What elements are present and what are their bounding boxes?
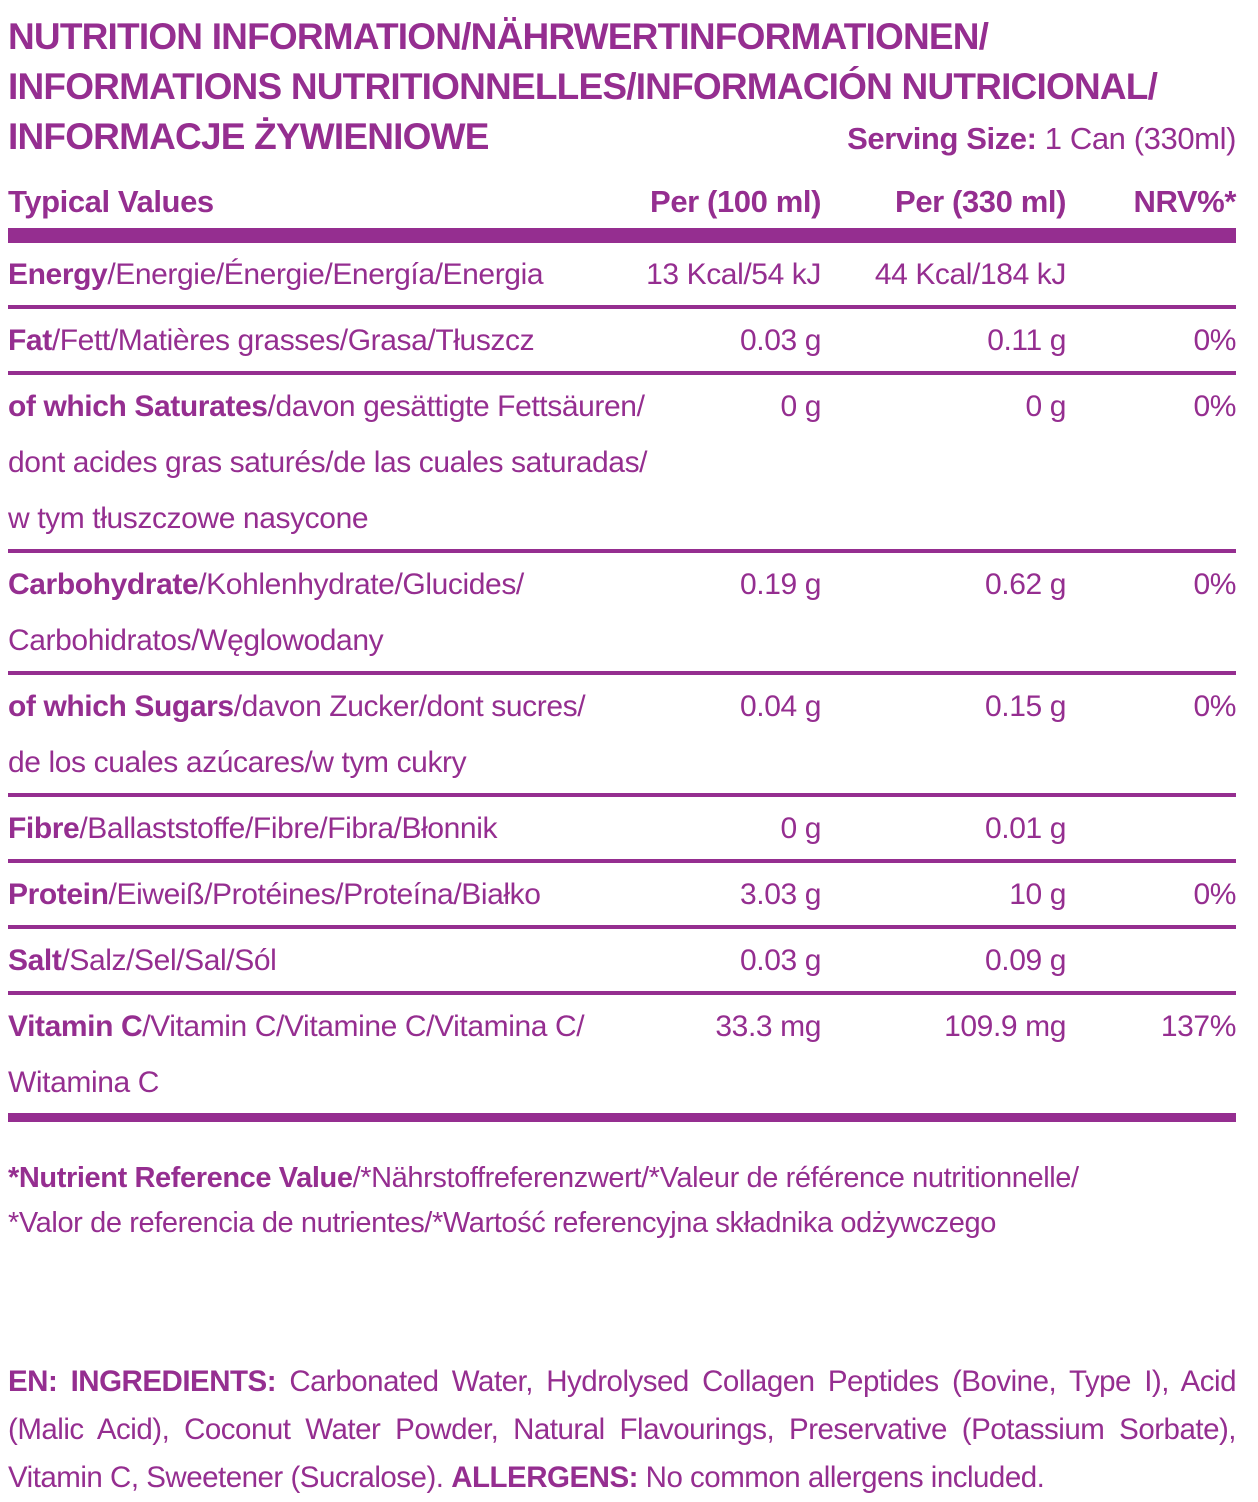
header-divider-bar (8, 228, 1236, 243)
row-label-line-2: dont acides gras saturés/de las cuales s… (8, 446, 648, 479)
cell-per-330ml: 109.9 mg (944, 1010, 1066, 1043)
column-header-per-100ml: Per (100 ml) (650, 184, 821, 219)
serving-size-value: 1 Can (330ml) (1036, 121, 1237, 156)
row-label: Fat/Fett/Matières grasses/Grasa/Tłuszcz (8, 313, 611, 369)
table-row-fibre: Fibre/Ballaststoffe/Fibre/Fibra/Błonnik … (8, 797, 1236, 863)
table-row-salt: Salt/Salz/Sel/Sal/Sól 0.03 g 0.09 g (8, 929, 1236, 995)
row-label-rest: /Ballaststoffe/Fibre/Fibra/Błonnik (79, 812, 498, 845)
nrv-footnote: *Nutrient Reference Value/*Nährstoffrefe… (8, 1156, 1236, 1246)
cell-per-330ml: 0.62 g (984, 568, 1066, 601)
page-title: NUTRITION INFORMATION/NÄHRWERTINFORMATIO… (8, 12, 1236, 164)
ingredients-label: EN: INGREDIENTS: (8, 1365, 277, 1398)
row-label-line-1: Vitamin C/Vitamin C/Vitamine C/Vitamina … (8, 999, 611, 1055)
cell-per-100ml: 33.3 mg (715, 1010, 821, 1043)
footnote-line-2: *Valor de referencia de nutrientes/*Wart… (8, 1207, 996, 1239)
row-label-rest: /Kohlenhydrate/Glucides/ (198, 568, 524, 601)
row-label-bold: Protein (8, 878, 109, 911)
table-row-energy: Energy/Energie/Énergie/Energía/Energia 1… (8, 243, 1236, 309)
cell-per-100ml: 0.03 g (739, 944, 821, 977)
row-label-bold: of which Sugars (8, 690, 234, 723)
row-label: Vitamin C/Vitamin C/Vitamine C/Vitamina … (8, 999, 611, 1111)
row-label-rest: /davon Zucker/dont sucres/ (233, 690, 586, 723)
footnote-bold: *Nutrient Reference Value (8, 1162, 353, 1194)
row-label-rest: /Salz/Sel/Sal/Sól (61, 944, 277, 977)
cell-per-330ml: 0.15 g (984, 690, 1066, 723)
row-label-line-2: Witamina C (8, 1066, 160, 1099)
cell-nrv: 0% (1193, 568, 1236, 601)
table-row-fat: Fat/Fett/Matières grasses/Grasa/Tłuszcz … (8, 309, 1236, 375)
row-label: of which Saturates/davon gesättigte Fett… (8, 379, 648, 547)
row-label-bold: of which Saturates (8, 390, 268, 423)
row-label-bold: Fat (8, 324, 52, 357)
table-row-sugars: of which Sugars/davon Zucker/dont sucres… (8, 675, 1236, 797)
row-label-bold: Carbohydrate (8, 568, 199, 601)
column-header-per-330ml: Per (330 ml) (895, 184, 1066, 219)
row-label-line-1: of which Saturates/davon gesättigte Fett… (8, 379, 645, 435)
row-label-line-3: w tym tłuszczowe nasycone (8, 502, 369, 535)
row-label: Carbohydrate/Kohlenhydrate/Glucides/ Car… (8, 557, 611, 669)
cell-per-100ml: 0.04 g (739, 690, 821, 723)
cell-per-330ml: 0.09 g (984, 944, 1066, 977)
title-line-1: NUTRITION INFORMATION/NÄHRWERTINFORMATIO… (8, 16, 989, 57)
cell-nrv: 0% (1193, 878, 1236, 911)
cell-per-330ml: 0.11 g (987, 324, 1066, 357)
footnote-rest: /*Nährstoffreferenzwert/*Valeur de référ… (352, 1162, 1080, 1194)
table-row-saturates: of which Saturates/davon gesättigte Fett… (8, 375, 1236, 553)
cell-per-100ml: 0.03 g (739, 324, 821, 357)
table-header-row: Typical Values Per (100 ml) Per (330 ml)… (8, 182, 1236, 228)
footnote-line-1: *Nutrient Reference Value/*Nährstoffrefe… (8, 1156, 1236, 1201)
cell-per-100ml: 0 g (780, 812, 821, 845)
cell-per-100ml: 0 g (780, 390, 821, 423)
cell-nrv: 0% (1193, 690, 1236, 723)
serving-size: Serving Size: 1 Can (330ml) (847, 114, 1236, 164)
cell-nrv: 0% (1193, 324, 1236, 357)
cell-per-100ml: 13 Kcal/54 kJ (646, 258, 821, 291)
column-header-nrv: NRV%* (1133, 184, 1236, 219)
cell-per-330ml: 44 Kcal/184 kJ (874, 258, 1067, 291)
row-label-line-2: Carbohidratos/Węglowodany (8, 624, 384, 657)
row-label-bold: Salt (8, 944, 62, 977)
row-label-bold: Vitamin C (8, 1010, 143, 1043)
row-label-bold: Fibre (8, 812, 80, 845)
row-label: Protein/Eiweiß/Protéines/Proteína/Białko (8, 867, 611, 923)
row-label-rest: /Vitamin C/Vitamine C/Vitamina C/ (142, 1010, 585, 1043)
row-label: of which Sugars/davon Zucker/dont sucres… (8, 679, 611, 791)
row-label: Fibre/Ballaststoffe/Fibre/Fibra/Błonnik (8, 801, 611, 857)
row-label-rest: /davon gesättigte Fettsäuren/ (267, 390, 645, 423)
table-row-protein: Protein/Eiweiß/Protéines/Proteína/Białko… (8, 863, 1236, 929)
table-row-carbohydrate: Carbohydrate/Kohlenhydrate/Glucides/ Car… (8, 553, 1236, 675)
cell-per-100ml: 3.03 g (739, 878, 821, 911)
row-label-line-1: of which Sugars/davon Zucker/dont sucres… (8, 679, 611, 735)
row-label-line-2: de los cuales azúcares/w tym cukry (8, 746, 467, 779)
serving-size-label: Serving Size: (847, 121, 1037, 156)
table-bottom-bar (8, 1113, 1236, 1122)
row-label-rest: /Energie/Énergie/Energía/Energia (107, 258, 544, 291)
row-label-line-1: Carbohydrate/Kohlenhydrate/Glucides/ (8, 557, 611, 613)
row-label: Energy/Energie/Énergie/Energía/Energia (8, 247, 611, 303)
row-label-rest: /Fett/Matières grasses/Grasa/Tłuszcz (51, 324, 535, 357)
row-label-rest: /Eiweiß/Protéines/Proteína/Białko (108, 878, 541, 911)
cell-per-330ml: 0.01 g (984, 812, 1066, 845)
row-label-bold: Energy (8, 258, 108, 291)
ingredients-paragraph: EN: INGREDIENTS: Carbonated Water, Hydro… (8, 1358, 1237, 1502)
table-row-vitamin-c: Vitamin C/Vitamin C/Vitamine C/Vitamina … (8, 995, 1236, 1113)
cell-per-330ml: 10 g (1009, 878, 1066, 911)
allergens-text: No common allergens included. (637, 1461, 1045, 1494)
allergens-label: ALLERGENS: (451, 1461, 638, 1494)
cell-per-330ml: 0 g (1025, 390, 1066, 423)
row-label: Salt/Salz/Sel/Sal/Sól (8, 933, 611, 989)
ingredients-text: Carbonated Water, Hydrolysed Collagen Pe… (8, 1365, 1237, 1494)
cell-per-100ml: 0.19 g (739, 568, 821, 601)
cell-nrv: 137% (1160, 1010, 1237, 1043)
column-header-typical-values: Typical Values (8, 184, 214, 219)
title-line-3: INFORMACJE ŻYWIENIOWE (8, 116, 489, 157)
cell-nrv: 0% (1193, 390, 1236, 423)
title-line-2: INFORMATIONS NUTRITIONNELLES/INFORMACIÓN… (8, 66, 1158, 107)
